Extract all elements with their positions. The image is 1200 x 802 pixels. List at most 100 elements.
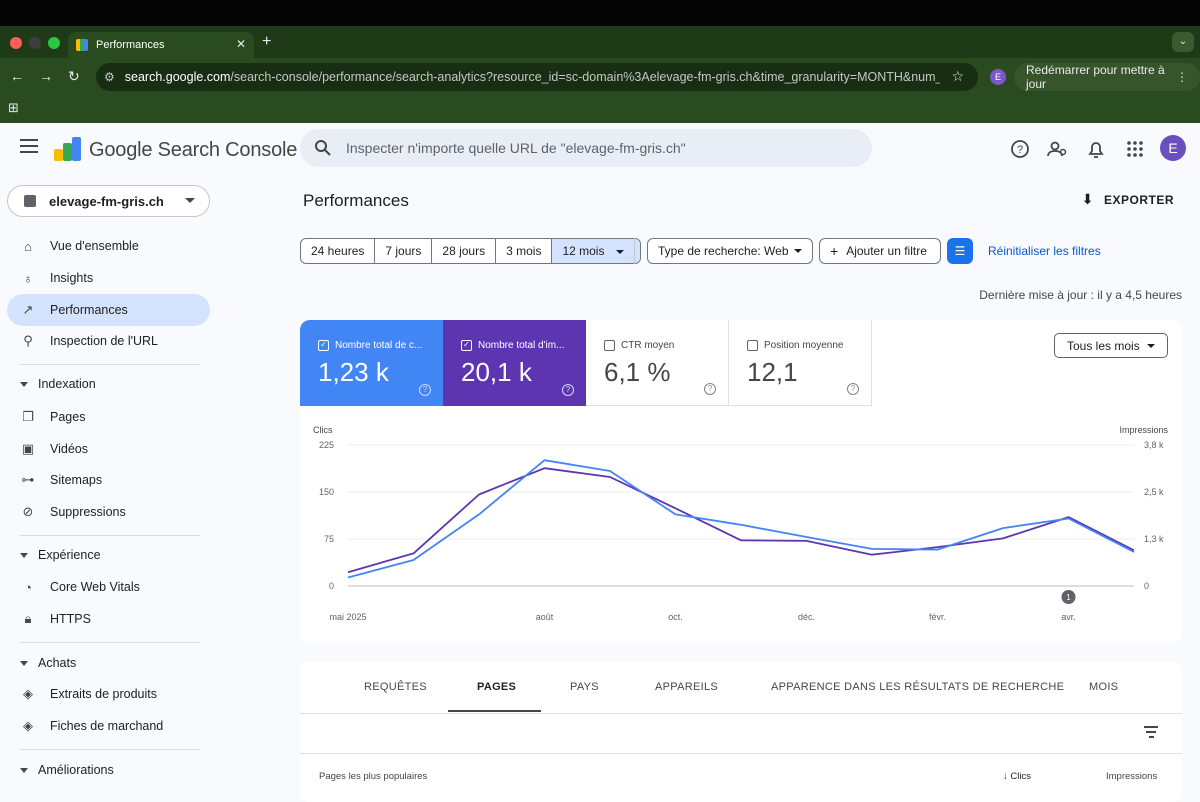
bookmark-star-icon[interactable]: ☆ — [951, 68, 964, 84]
help-icon[interactable]: ? — [847, 383, 859, 395]
tab-countries[interactable]: PAYS — [570, 681, 599, 693]
notifications-bell-icon[interactable] — [1085, 138, 1107, 160]
sidebar-item-insights[interactable]: ♁ Insights — [7, 262, 210, 294]
address-bar[interactable]: ⚙ search.google.com/search-console/perfo… — [96, 63, 978, 91]
help-icon[interactable]: ? — [419, 384, 431, 396]
range-3m[interactable]: 3 mois — [496, 239, 553, 263]
apps-grid-icon[interactable]: ⊞ — [8, 100, 19, 115]
export-button[interactable]: ⬇ EXPORTER — [1082, 191, 1174, 208]
right-tick-label: 3,8 k — [1144, 440, 1164, 450]
sidebar-item-core-web-vitals[interactable]: ◔ Core Web Vitals — [7, 571, 210, 603]
add-filter-button[interactable]: + Ajouter un filtre — [819, 238, 941, 264]
metric-label: Nombre total de c... — [335, 340, 423, 351]
close-window-button[interactable] — [10, 37, 22, 49]
help-icon[interactable]: ? — [704, 383, 716, 395]
sidebar-item-removals[interactable]: ⊘ Suppressions — [7, 496, 210, 528]
close-tab-icon[interactable]: ✕ — [235, 37, 246, 51]
metric-average-ctr[interactable]: CTR moyen 6,1 % ? — [586, 320, 729, 406]
sidebar-item-label: Vue d'ensemble — [50, 239, 139, 253]
checkbox-empty-icon[interactable] — [747, 340, 758, 351]
lightbulb-icon: ♁ — [23, 270, 33, 286]
sidebar-item-performance[interactable]: ↗ Performances — [7, 294, 210, 326]
range-12m[interactable]: 12 mois — [552, 239, 641, 263]
reset-filters-link[interactable]: Réinitialiser les filtres — [988, 244, 1101, 258]
reload-icon[interactable]: ↻ — [68, 68, 80, 84]
maximize-window-button[interactable] — [48, 37, 60, 49]
sidebar-section-experience[interactable]: Expérience — [20, 548, 101, 562]
sidebar-item-pages[interactable]: ❐ Pages — [7, 401, 210, 433]
active-tab-indicator — [448, 710, 541, 712]
tab-pages[interactable]: PAGES — [477, 681, 517, 693]
url-inspection-search[interactable]: Inspecter n'importe quelle URL de "eleva… — [300, 129, 872, 167]
sidebar-item-overview[interactable]: ⌂ Vue d'ensemble — [7, 230, 210, 262]
sidebar: elevage-fm-gris.ch ⌂ Vue d'ensemble ♁ Insi… — [0, 175, 218, 779]
sidebar-item-https[interactable]: 🔒︎ HTTPS — [7, 603, 210, 635]
month-selector-label: Tous les mois — [1067, 338, 1140, 353]
account-avatar[interactable]: E — [1160, 135, 1186, 161]
manage-users-icon[interactable] — [1046, 138, 1068, 160]
sidebar-item-product-snippets[interactable]: ◈ Extraits de produits — [7, 678, 210, 710]
sidebar-section-indexation[interactable]: Indexation — [20, 377, 96, 391]
column-header-clicks[interactable]: ↓ Clics — [1003, 771, 1031, 782]
new-tab-icon[interactable]: + — [262, 33, 272, 50]
sidebar-item-videos[interactable]: ▣ Vidéos — [7, 433, 210, 465]
checkbox-checked-icon[interactable]: ✓ — [461, 340, 472, 351]
annotation-label: 1 — [1066, 593, 1071, 602]
sidebar-item-label: Sitemaps — [50, 473, 103, 487]
sidebar-item-url-inspection[interactable]: ⚲ Inspection de l'URL — [7, 325, 210, 357]
x-tick-label: déc. — [798, 612, 815, 622]
lock-icon: 🔒︎ — [24, 611, 32, 626]
browser-profile-avatar[interactable]: E — [990, 69, 1006, 85]
metric-total-clicks[interactable]: ✓ Nombre total de c... 1,23 k ? — [300, 320, 443, 406]
sidebar-item-label: Extraits de produits — [50, 687, 157, 701]
site-settings-icon[interactable]: ⚙ — [104, 70, 115, 84]
date-range-selector: 24 heures 7 jours 28 jours 3 mois 12 moi… — [300, 238, 642, 264]
more-vert-icon[interactable]: ⋮ — [1176, 70, 1188, 84]
metric-average-position[interactable]: Position moyenne 12,1 ? — [729, 320, 872, 406]
search-type-filter[interactable]: Type de recherche: Web — [647, 238, 813, 264]
chevron-down-icon — [185, 198, 195, 203]
chevron-down-icon — [794, 249, 802, 253]
checkbox-checked-icon[interactable]: ✓ — [318, 340, 329, 351]
tab-search-chevron-icon[interactable]: ⌄ — [1172, 32, 1194, 52]
sidebar-item-label: Suppressions — [50, 505, 126, 519]
url-path: /search-console/performance/search-analy… — [230, 70, 940, 84]
sidebar-item-merchant-listings[interactable]: ◈ Fiches de marchand — [7, 710, 210, 742]
sidebar-section-enhancements[interactable]: Améliorations — [20, 763, 114, 777]
url-domain: search.google.com — [124, 70, 231, 84]
sidebar-item-sitemaps[interactable]: ⊶ Sitemaps — [7, 464, 210, 496]
range-28d[interactable]: 28 jours — [432, 239, 497, 263]
range-7d[interactable]: 7 jours — [375, 239, 433, 263]
checkbox-empty-icon[interactable] — [604, 340, 615, 351]
tab-queries[interactable]: REQUÊTES — [364, 681, 427, 693]
column-header-impressions[interactable]: Impressions — [1106, 771, 1158, 782]
month-selector[interactable]: Tous les mois — [1054, 333, 1168, 358]
metric-label: Position moyenne — [764, 340, 844, 351]
tab-devices[interactable]: APPAREILS — [655, 681, 719, 693]
menu-icon[interactable] — [20, 139, 38, 157]
help-icon[interactable]: ? — [562, 384, 574, 396]
browser-tab[interactable]: Performances ✕ — [68, 32, 254, 58]
tab-months[interactable]: MOIS — [1089, 681, 1119, 693]
back-arrow-icon[interactable]: ← — [10, 68, 24, 84]
help-icon[interactable]: ? — [1009, 138, 1031, 160]
sidebar-section-achats[interactable]: Achats — [20, 656, 76, 670]
property-selector[interactable]: elevage-fm-gris.ch — [7, 185, 210, 217]
forward-arrow-icon[interactable]: → — [39, 68, 53, 84]
tab-search-appearance[interactable]: APPARENCE DANS LES RÉSULTATS DE RECHERCH… — [771, 681, 1065, 693]
right-tick-label: 1,3 k — [1144, 534, 1164, 544]
range-24h[interactable]: 24 heures — [301, 239, 376, 263]
series-line — [347, 459, 1135, 579]
search-placeholder: Inspecter n'importe quelle URL de "eleva… — [346, 140, 686, 156]
restart-update-button[interactable]: Redémarrer pour mettre à jour ⋮ — [1014, 63, 1200, 91]
left-tick-label: 225 — [319, 440, 334, 450]
filter-settings-button[interactable]: ☰ — [947, 238, 973, 264]
property-name: elevage-fm-gris.ch — [49, 193, 164, 209]
sidebar-item-label: Insights — [50, 271, 94, 285]
metric-total-impressions[interactable]: ✓ Nombre total d'im... 20,1 k ? — [443, 320, 586, 406]
minimize-window-button[interactable] — [29, 37, 41, 49]
filter-rows-icon[interactable] — [1144, 726, 1158, 741]
google-apps-icon[interactable] — [1124, 138, 1146, 160]
metric-value: 6,1 % — [604, 357, 671, 387]
column-header-pages[interactable]: Pages les plus populaires — [319, 771, 428, 782]
